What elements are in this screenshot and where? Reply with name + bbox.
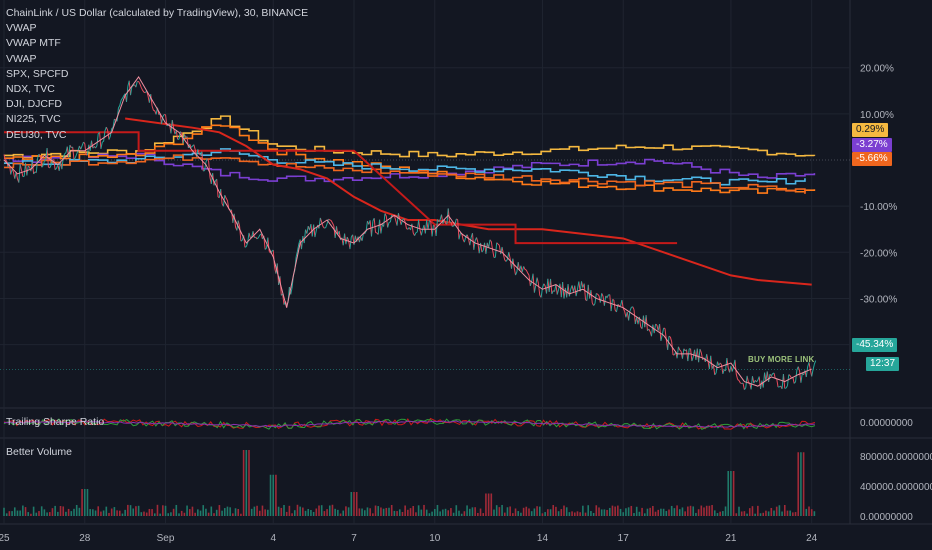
vwap-line bbox=[125, 117, 812, 286]
x-tick-label: 4 bbox=[270, 533, 276, 544]
volume-y-tick: 800000.00000000 bbox=[860, 452, 932, 463]
x-tick-label: 25 bbox=[0, 533, 10, 544]
chart-legend: ChainLink / US Dollar (calculated by Tra… bbox=[6, 6, 308, 143]
legend-item-spx[interactable]: SPX, SPCFD bbox=[6, 67, 69, 80]
main-series-layer bbox=[3, 76, 817, 390]
x-tick-label: 24 bbox=[806, 533, 818, 544]
y-tick-label: -10.00% bbox=[860, 202, 897, 213]
volume-layer bbox=[3, 450, 816, 516]
ndx-line bbox=[4, 152, 816, 183]
legend-item-deu30[interactable]: DEU30, TVC bbox=[6, 128, 67, 141]
legend-item-ndx[interactable]: NDX, TVC bbox=[6, 83, 55, 96]
y-tick-label: -20.00% bbox=[860, 248, 897, 259]
price-tag-link: -45.34% bbox=[852, 338, 898, 352]
legend-item-ni225[interactable]: NI225, TVC bbox=[6, 113, 61, 126]
x-tick-label: 7 bbox=[351, 533, 357, 544]
vwap-mtf-line bbox=[4, 131, 678, 245]
volume-y-tick: 0.00000000 bbox=[860, 512, 913, 523]
link-price-mean-line bbox=[3, 76, 812, 387]
ni225-line bbox=[4, 148, 806, 186]
sharpe-y-tick: 0.00000000 bbox=[860, 418, 913, 429]
price-tag-countdown: 12:37 bbox=[866, 357, 900, 371]
x-tick-label: 10 bbox=[429, 533, 441, 544]
symbol-title[interactable]: ChainLink / US Dollar (calculated by Tra… bbox=[6, 7, 309, 19]
x-tick-label: 28 bbox=[79, 533, 91, 544]
price-tag-dji: -5.66% bbox=[852, 152, 892, 166]
sharpe-green-line bbox=[3, 418, 816, 431]
chart-grid bbox=[0, 0, 932, 525]
volume-pane-label[interactable]: Better Volume bbox=[6, 446, 72, 458]
y-tick-label: 10.00% bbox=[860, 110, 894, 121]
x-tick-label: 21 bbox=[725, 533, 737, 544]
legend-item-dji[interactable]: DJI, DJCFD bbox=[6, 98, 62, 111]
x-tick-label: Sep bbox=[157, 533, 175, 544]
price-tag-ndx: -3.27% bbox=[852, 138, 892, 152]
axes-layer: 20.00%10.00%-10.00%-20.00%-30.00%-40.00%… bbox=[0, 64, 932, 544]
x-tick-label: 14 bbox=[537, 533, 549, 544]
legend-item-vwap-mtf[interactable]: VWAP MTF bbox=[6, 37, 61, 50]
volume-y-tick: 400000.00000000 bbox=[860, 482, 932, 493]
sharpe-pane-label[interactable]: Trailing Sharpe Ratio bbox=[6, 416, 105, 428]
sharpe-purple-line bbox=[3, 420, 815, 428]
price-tag-spx: 0.29% bbox=[852, 123, 889, 137]
sharpe-ratio-layer bbox=[3, 417, 816, 431]
deu30-line bbox=[4, 154, 806, 194]
y-tick-label: 20.00% bbox=[860, 64, 894, 75]
y-tick-label: -30.00% bbox=[860, 294, 897, 305]
buy-more-annotation: BUY MORE LINK bbox=[748, 355, 815, 364]
legend-item-vwap-2[interactable]: VWAP bbox=[6, 52, 37, 65]
x-tick-label: 17 bbox=[618, 533, 630, 544]
legend-item-vwap[interactable]: VWAP bbox=[6, 22, 37, 35]
